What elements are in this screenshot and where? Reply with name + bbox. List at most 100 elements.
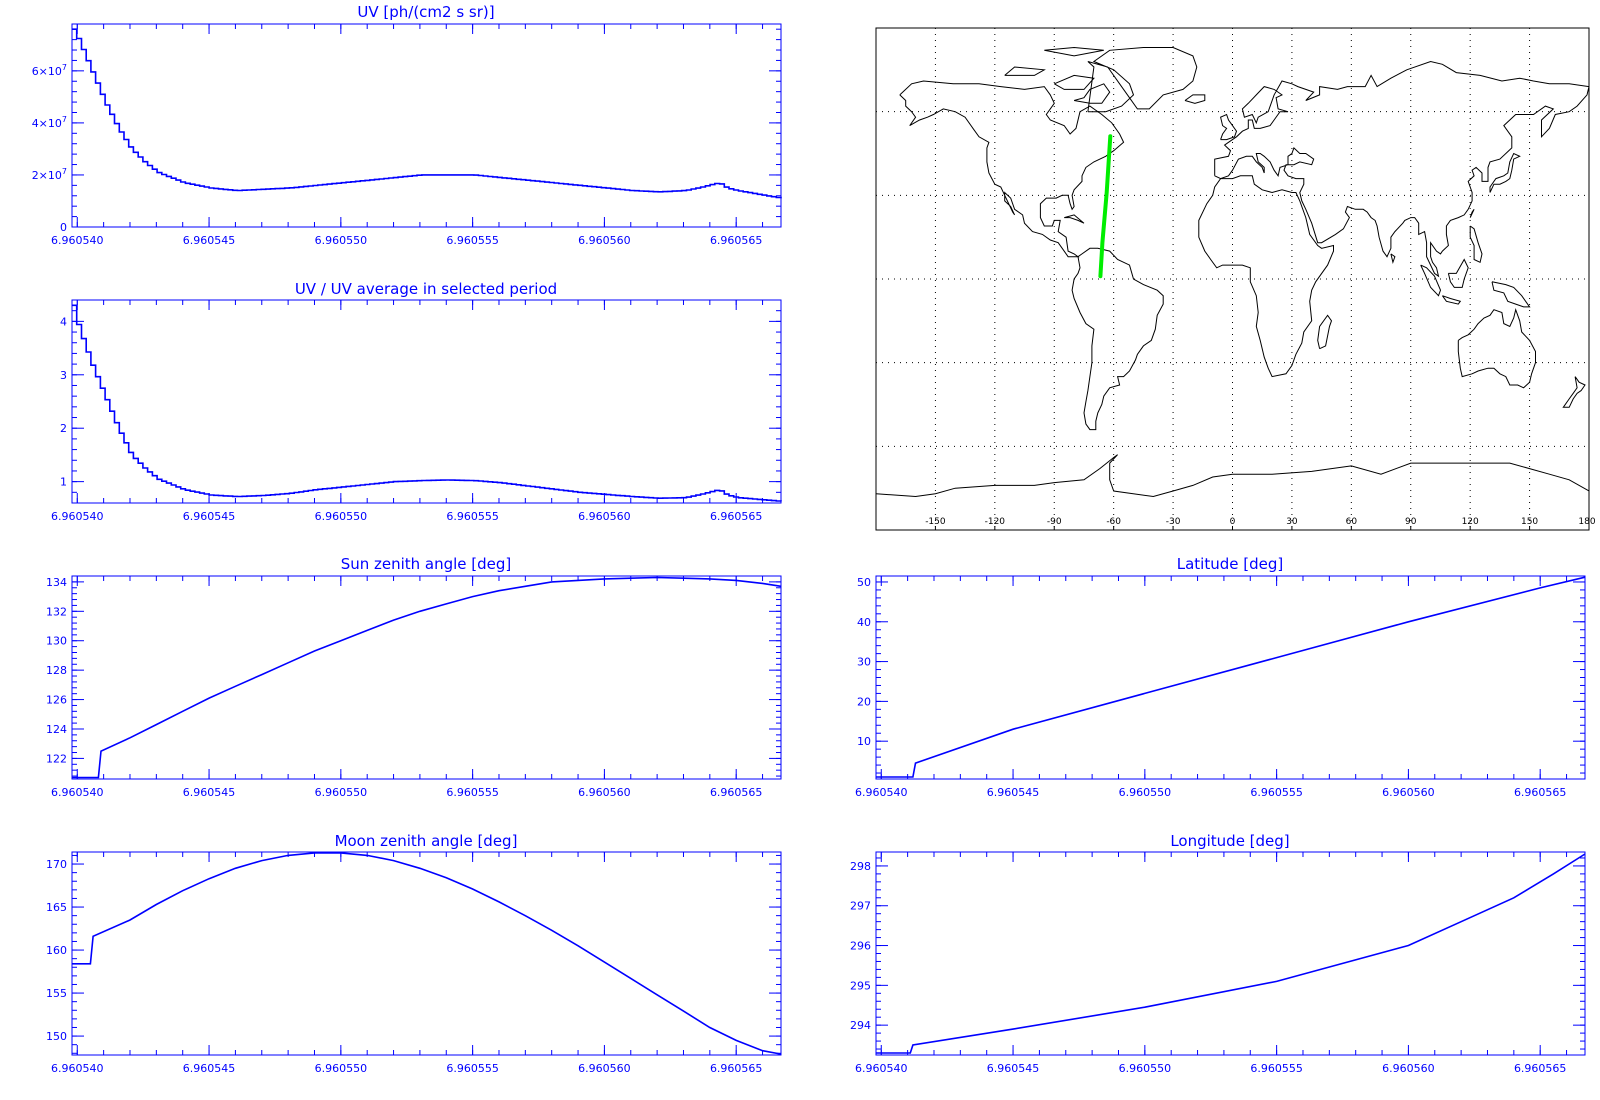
moonzen-ytick-label: 155 [46,987,67,1000]
coastline [1390,253,1396,265]
lat-xtick-label: 6.960565 [1514,786,1567,799]
moonzen-axes-frame [71,851,782,1056]
sunzen-ytick-label: 126 [46,694,67,707]
coastline [1198,175,1334,378]
uv-plot: UV [ph/(cm2 s sr)] 6.960540 6.960545 6.960… [32,3,782,247]
moonzen-xtick-label: 6.960545 [183,1062,236,1075]
map-xtick-label: -30 [1166,517,1181,527]
uvratio-xtick-label: 6.960560 [578,510,631,523]
lon-ytick-label: 295 [850,979,871,992]
uv-series-line [72,28,782,199]
moonzen-series-line [72,852,782,1055]
lat-xtick-label: 6.960545 [987,786,1040,799]
coastline [1054,74,1095,90]
uv-ytick-label: 6×107 [32,63,67,78]
coastline [1469,225,1483,264]
moonzen-xtick-label: 6.960565 [710,1062,763,1075]
moonzen-ytick-label: 165 [46,901,67,914]
coastline [1004,66,1046,76]
sunzen-xtick-label: 6.960550 [315,786,368,799]
sunzen-xtick-label: 6.960545 [183,786,236,799]
sunzen-axes-frame [71,575,782,780]
lon-xtick-label: 6.960545 [987,1062,1040,1075]
map-xtick-label: -60 [1106,517,1121,527]
uv-ratio-plot: UV / UV average in selected period 6.960… [51,280,782,523]
sun-zenith-plot-title: Sun zenith angle [deg] [341,555,512,573]
coastline [1220,113,1238,141]
map-xtick-label: -90 [1047,517,1062,527]
coastline [899,80,1125,258]
moonzen-xtick-label: 6.960560 [578,1062,631,1075]
moonzen-xtick-label: 6.960540 [51,1062,104,1075]
uvratio-xtick-label: 6.960545 [183,510,236,523]
sunzen-ytick-label: 124 [46,723,67,736]
coastline [1420,264,1442,297]
lat-ytick-label: 20 [857,695,871,708]
moon-zenith-plot: Moon zenith angle [deg] 6.960540 6.960545… [46,832,782,1075]
sunzen-xtick-label: 6.960540 [51,786,104,799]
lat-xtick-label: 6.960560 [1382,786,1435,799]
lon-xtick-label: 6.960540 [855,1062,908,1075]
lat-ytick-label: 40 [857,616,871,629]
coastline [1489,152,1521,193]
lon-ytick-label: 294 [850,1019,871,1032]
coastline [1317,314,1333,350]
map-coastlines [876,46,1589,498]
coastline [1064,214,1085,224]
latitude-plot-title: Latitude [deg] [1177,555,1283,573]
sunzen-xtick-label: 6.960555 [446,786,499,799]
longitude-plot-title: Longitude [deg] [1170,832,1289,850]
moon-zenith-plot-title: Moon zenith angle [deg] [335,832,518,850]
uv-ytick-label: 0 [60,221,67,234]
map-xtick-label: 150 [1521,517,1538,527]
coastline [1184,94,1206,104]
sunzen-xtick-label: 6.960565 [710,786,763,799]
sunzen-ytick-label: 130 [46,635,67,648]
uvratio-xtick-label: 6.960550 [315,510,368,523]
map-xtick-label: 120 [1462,517,1479,527]
lon-axes-frame [875,851,1586,1056]
moonzen-ytick-label: 160 [46,944,67,957]
map-xtick-label: 180 [1578,517,1595,527]
coastline [1441,295,1462,305]
lon-xtick-label: 6.960555 [1250,1062,1303,1075]
lon-xtick-label: 6.960550 [1119,1062,1172,1075]
moonzen-xtick-label: 6.960555 [446,1062,499,1075]
coastline [1469,209,1475,218]
uvratio-ytick-label: 3 [60,369,67,382]
uvratio-axes-frame [71,299,782,504]
map-xtick-label: 90 [1405,517,1417,527]
coastline [1491,281,1531,308]
lat-xtick-label: 6.960555 [1250,786,1303,799]
longitude-plot: Longitude [deg] 6.960540 6.960545 6.960550… [850,832,1586,1075]
uv-xtick-label: 6.960545 [183,234,236,247]
sunzen-ytick-label: 122 [46,752,67,765]
uv-ratio-plot-title: UV / UV average in selected period [295,280,557,298]
coastline [1457,307,1536,389]
moonzen-ytick-label: 150 [46,1030,67,1043]
map-xtick-label: 30 [1286,517,1298,527]
coastline [1087,47,1198,113]
lon-xtick-label: 6.960560 [1382,1062,1435,1075]
uvratio-ytick-label: 2 [60,422,67,435]
uv-ytick-label: 2×107 [32,167,67,182]
coastline [1562,376,1586,408]
map-xtick-label: 60 [1346,517,1358,527]
uv-xtick-label: 6.960540 [51,234,104,247]
lat-ytick-label: 30 [857,656,871,669]
satellite-track [1098,134,1113,279]
uv-plot-title: UV [ph/(cm2 s sr)] [357,3,494,21]
map-xtick-label: -120 [985,517,1006,527]
coastline [1073,83,1111,104]
uv-ytick-label: 4×107 [32,115,67,130]
uv-axes-frame [71,23,782,228]
sunzen-ytick-label: 132 [46,605,67,618]
uvratio-xtick-label: 6.960555 [446,510,499,523]
uvratio-ytick-label: 1 [60,476,67,489]
map-xtick-label: -150 [925,517,946,527]
lon-ytick-label: 298 [850,860,871,873]
world-map-plot: -150 -120 -90 -60 -30 0 30 60 90 120 150 180 [875,27,1596,531]
sunzen-ytick-label: 128 [46,664,67,677]
lat-ytick-label: 50 [857,576,871,589]
